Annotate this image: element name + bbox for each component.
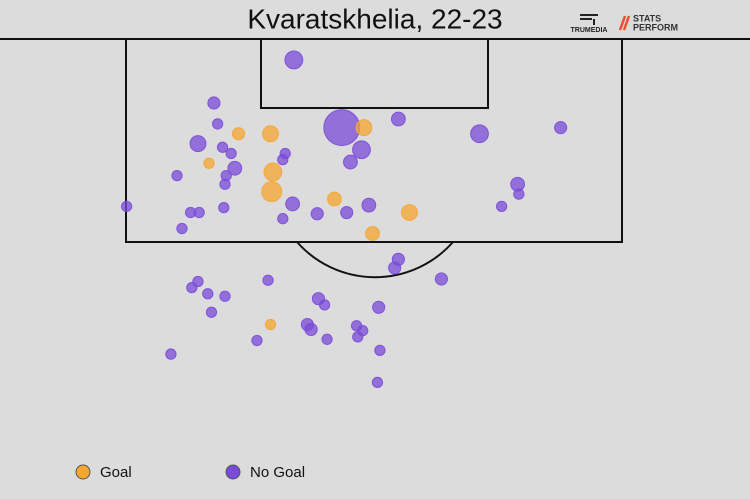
shot bbox=[285, 196, 301, 212]
shot bbox=[120, 200, 133, 213]
shot bbox=[205, 306, 218, 318]
shot bbox=[371, 376, 384, 389]
legend-label: Goal bbox=[100, 464, 132, 481]
brand-logos: TRUMEDIA STATS PERFORM bbox=[571, 13, 678, 33]
shot bbox=[434, 272, 448, 286]
chart-title: Kvaratskhelia, 22-23 bbox=[247, 3, 502, 34]
brand-icon bbox=[580, 14, 598, 25]
shot bbox=[219, 178, 231, 190]
shot bbox=[263, 162, 283, 182]
shot bbox=[365, 226, 380, 241]
six-yard-box bbox=[260, 39, 489, 109]
shot bbox=[218, 201, 230, 214]
shot bbox=[262, 274, 274, 286]
shot bbox=[340, 205, 354, 220]
shot bbox=[251, 334, 263, 347]
shot bbox=[261, 181, 283, 203]
shot bbox=[262, 125, 279, 143]
shot bbox=[390, 111, 406, 127]
shot bbox=[264, 318, 277, 331]
shot bbox=[277, 213, 289, 225]
shot bbox=[352, 331, 364, 343]
shot bbox=[203, 157, 215, 169]
pitch bbox=[0, 38, 750, 279]
shot bbox=[207, 96, 221, 110]
shot bbox=[495, 200, 508, 213]
shot bbox=[193, 206, 205, 219]
brand: PERFORM bbox=[633, 22, 678, 32]
shot bbox=[176, 222, 188, 235]
brand: TRUMEDIA bbox=[571, 27, 608, 34]
shot bbox=[284, 50, 304, 70]
shot bbox=[318, 299, 331, 311]
legend: Goal No Goal bbox=[75, 464, 305, 481]
shot bbox=[219, 290, 231, 302]
shot bbox=[277, 153, 289, 166]
shot bbox=[211, 118, 224, 130]
penalty-box bbox=[125, 39, 623, 243]
brand-icon bbox=[618, 15, 631, 31]
shot bbox=[202, 288, 214, 300]
shot bbox=[352, 140, 371, 160]
brand: STATS bbox=[633, 13, 661, 23]
shot bbox=[231, 127, 246, 141]
shot bbox=[321, 333, 333, 345]
shot bbox=[171, 169, 183, 182]
legend-marker bbox=[225, 464, 241, 480]
shot bbox=[470, 124, 489, 144]
shots bbox=[120, 50, 568, 389]
shot bbox=[554, 121, 568, 135]
shot bbox=[513, 188, 525, 200]
shot bbox=[186, 281, 198, 294]
shot bbox=[355, 119, 373, 137]
shot bbox=[165, 348, 177, 360]
legend-label: No Goal bbox=[250, 464, 305, 481]
shot bbox=[327, 191, 342, 207]
shot bbox=[374, 344, 386, 357]
penalty-arc bbox=[296, 241, 454, 279]
legend-marker bbox=[75, 464, 91, 480]
shot bbox=[388, 261, 402, 275]
shot bbox=[227, 160, 243, 176]
shot bbox=[189, 135, 207, 153]
shot bbox=[400, 204, 418, 222]
shot bbox=[304, 322, 318, 337]
shot bbox=[323, 109, 361, 147]
shot bbox=[343, 154, 358, 170]
shot bbox=[361, 197, 377, 213]
shot bbox=[216, 141, 229, 153]
shot bbox=[225, 147, 237, 160]
shot bbox=[310, 207, 324, 221]
shot bbox=[372, 300, 386, 314]
